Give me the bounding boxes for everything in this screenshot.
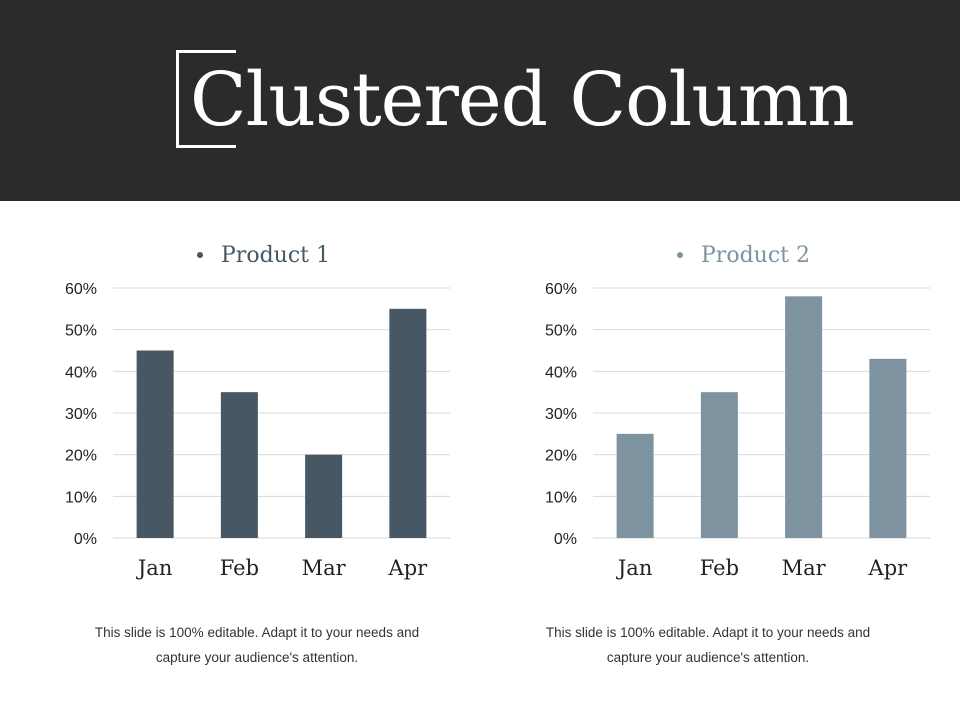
y-tick-label: 40% bbox=[65, 364, 97, 381]
title-banner: Clustered Column bbox=[0, 0, 960, 201]
caption-left: This slide is 100% editable. Adapt it to… bbox=[57, 620, 457, 670]
y-tick-label: 30% bbox=[545, 406, 577, 423]
caption-right: This slide is 100% editable. Adapt it to… bbox=[508, 620, 908, 670]
legend: Product 1 bbox=[197, 243, 330, 268]
x-category-label: Jan bbox=[136, 556, 172, 580]
title-bracket-top bbox=[176, 50, 236, 53]
bar-apr bbox=[389, 308, 427, 538]
y-tick-label: 0% bbox=[554, 531, 577, 548]
legend-label: Product 2 bbox=[701, 243, 810, 268]
bar-mar bbox=[305, 454, 343, 538]
bar-feb bbox=[220, 392, 258, 538]
y-tick-label: 10% bbox=[545, 489, 577, 506]
x-category-label: Jan bbox=[616, 556, 652, 580]
legend: Product 2 bbox=[677, 243, 810, 268]
bar-apr bbox=[869, 358, 907, 538]
caption-right-line-1: This slide is 100% editable. Adapt it to… bbox=[545, 625, 871, 640]
y-tick-label: 20% bbox=[545, 448, 577, 465]
y-tick-label: 60% bbox=[65, 281, 97, 298]
legend-bullet-icon bbox=[197, 252, 203, 258]
x-category-label: Feb bbox=[220, 556, 259, 580]
y-tick-label: 0% bbox=[74, 531, 97, 548]
y-tick-label: 50% bbox=[545, 323, 577, 340]
product-2-chart: 0% 10% 20% 30% 40% 50% 60% Product 2 Jan Feb Mar Ap… bbox=[545, 243, 930, 580]
product-1-chart: 0% 10% 20% 30% 40% 50% 60% Product 1 Jan Feb Mar Ap… bbox=[65, 243, 450, 580]
bar-feb bbox=[700, 392, 738, 538]
bar-mar bbox=[785, 296, 823, 538]
y-tick-label: 10% bbox=[65, 489, 97, 506]
x-category-label: Mar bbox=[782, 556, 827, 580]
x-category-label: Mar bbox=[302, 556, 347, 580]
x-category-label: Apr bbox=[388, 556, 429, 580]
y-tick-label: 60% bbox=[545, 281, 577, 298]
legend-label: Product 1 bbox=[221, 243, 330, 268]
caption-left-line-1: This slide is 100% editable. Adapt it to… bbox=[94, 625, 420, 640]
y-tick-label: 20% bbox=[65, 448, 97, 465]
y-tick-label: 50% bbox=[65, 323, 97, 340]
x-category-label: Apr bbox=[868, 556, 909, 580]
x-category-label: Feb bbox=[700, 556, 739, 580]
y-tick-label: 40% bbox=[545, 364, 577, 381]
page-title: Clustered Column bbox=[190, 57, 855, 143]
y-tick-label: 30% bbox=[65, 406, 97, 423]
caption-left-line-2: capture your audience's attention. bbox=[155, 650, 359, 665]
caption-right-line-2: capture your audience's attention. bbox=[606, 650, 810, 665]
title-bracket-bottom bbox=[176, 145, 236, 148]
legend-bullet-icon bbox=[677, 252, 683, 258]
bar-jan bbox=[136, 350, 174, 538]
bar-jan bbox=[616, 433, 654, 538]
